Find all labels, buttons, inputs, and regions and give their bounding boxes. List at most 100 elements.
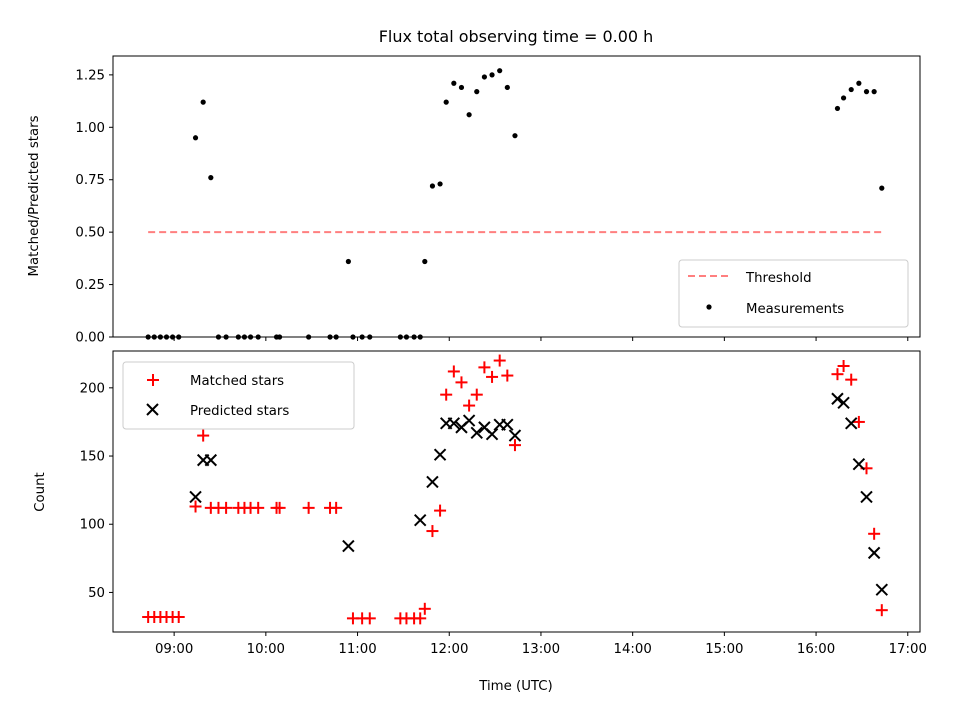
bottom-x-axis: 09:00 10:00 11:00 12:00 13:00 14:00 15:00 16:00…: [155, 632, 927, 657]
matched-star-point: [868, 527, 881, 540]
predicted-star-point: [860, 490, 873, 504]
measurement-point: [481, 74, 488, 80]
measurement-point: [879, 185, 885, 191]
matched-star-point: [440, 388, 453, 401]
matched-star-point: [434, 504, 447, 517]
matched-legend-marker: [147, 374, 159, 386]
bottom-y-tick-label: 50: [88, 586, 105, 601]
x-tick-label: 17:00: [889, 642, 927, 657]
predicted-star-point: [837, 396, 850, 410]
threshold-legend-label: Threshold: [745, 271, 812, 286]
measurement-point: [208, 175, 214, 181]
measurement-point: [489, 72, 495, 78]
measurement-point: [192, 135, 199, 141]
predicted-star-point: [867, 546, 881, 560]
measurement-point: [512, 133, 518, 139]
x-tick-label: 15:00: [705, 642, 743, 657]
matched-star-point: [273, 501, 286, 514]
matched-star-point: [845, 373, 858, 386]
predicted-star-point: [470, 426, 483, 440]
predicted-star-point: [485, 428, 499, 441]
top-y-tick-label: 0.00: [75, 331, 105, 346]
predicted-star-point: [875, 583, 888, 596]
predicted-star-point: [831, 392, 844, 405]
x-tick-label: 09:00: [155, 642, 193, 657]
matched-star-point: [302, 501, 315, 514]
matched-star-point: [831, 368, 844, 381]
bottom-y-tick-label: 200: [80, 381, 105, 396]
predicted-star-point: [508, 429, 522, 442]
predicted-star-point: [462, 414, 476, 427]
measurement-point: [437, 181, 443, 187]
matched-star-point: [447, 365, 460, 378]
measurement-point: [422, 258, 428, 265]
matched-star-point: [197, 429, 210, 442]
measurement-point: [497, 68, 503, 74]
matched-star-point: [363, 612, 376, 625]
predicted-star-point: [845, 417, 858, 430]
matched-star-point: [426, 525, 439, 538]
matched-star-point: [414, 612, 427, 625]
top-panel: 0.00 0.25 0.50 0.75 1.00 1.25 Matched/Predict…: [27, 55, 921, 346]
measurement-point: [834, 105, 841, 112]
predicted-legend-marker: [146, 403, 159, 416]
top-legend-box: [678, 259, 909, 328]
bottom-panel: 50 100 150 200 09:00 10:00 11:00 12:00 13:00 14:…: [33, 350, 927, 694]
predicted-star-point: [501, 418, 514, 431]
predicted-star-point: [342, 539, 355, 553]
predicted-star-point: [433, 448, 447, 461]
top-legend: Threshold Measurements: [678, 259, 909, 328]
bottom-legend: Matched stars Predicted stars: [122, 361, 355, 430]
bottom-plot-frame: [112, 350, 921, 633]
x-axis-label: Time (UTC): [478, 679, 553, 694]
measurement-point: [863, 89, 870, 95]
top-x-axis-ticks: [173, 337, 909, 341]
top-y-axis: 0.00 0.25 0.50 0.75 1.00 1.25: [75, 68, 113, 346]
matched-star-point: [330, 501, 343, 514]
matched-star-point: [493, 354, 506, 367]
matched-star-point: [189, 500, 202, 513]
bottom-legend-box: [122, 361, 355, 430]
top-y-tick-label: 0.50: [75, 226, 105, 241]
matched-star-point: [252, 501, 265, 514]
predicted-star-point: [189, 490, 202, 504]
x-tick-label: 12:00: [430, 642, 468, 657]
measurement-point: [840, 95, 847, 101]
measurement-point: [871, 89, 877, 95]
matched-star-point: [478, 361, 491, 374]
measurement-point: [345, 258, 351, 265]
top-plot-frame: [112, 55, 921, 338]
x-tick-label: 16:00: [797, 642, 835, 657]
matched-star-point: [172, 610, 185, 623]
matched-star-point: [418, 602, 431, 615]
bottom-plot-marks: [142, 354, 888, 625]
top-y-tick-label: 0.25: [75, 278, 105, 293]
measurements-legend-marker: [706, 304, 712, 310]
matched-star-point: [455, 376, 468, 389]
matched-star-point: [501, 369, 514, 382]
predicted-star-point: [852, 458, 866, 471]
matched-legend-label: Matched stars: [190, 374, 284, 389]
matched-star-point: [486, 370, 499, 383]
x-tick-label: 13:00: [522, 642, 560, 657]
measurement-point: [856, 80, 862, 86]
top-y-axis-label: Matched/Predicted stars: [27, 115, 42, 276]
measurement-point: [466, 112, 472, 118]
predicted-star-point: [204, 453, 218, 467]
x-tick-label: 10:00: [247, 642, 285, 657]
bottom-y-tick-label: 150: [80, 450, 105, 465]
predicted-star-point: [447, 417, 461, 430]
predicted-legend-label: Predicted stars: [190, 404, 289, 419]
measurement-point: [504, 84, 510, 91]
predicted-star-point: [414, 513, 427, 527]
matched-star-point: [508, 439, 521, 452]
measurement-point: [443, 99, 449, 105]
x-tick-label: 11:00: [338, 642, 376, 657]
matched-star-point: [463, 399, 476, 412]
matched-star-point: [470, 388, 483, 401]
top-y-tick-label: 0.75: [75, 173, 105, 188]
bottom-y-axis: 50 100 150 200: [80, 381, 113, 601]
predicted-star-point: [426, 475, 439, 489]
top-y-tick-label: 1.25: [75, 68, 105, 83]
